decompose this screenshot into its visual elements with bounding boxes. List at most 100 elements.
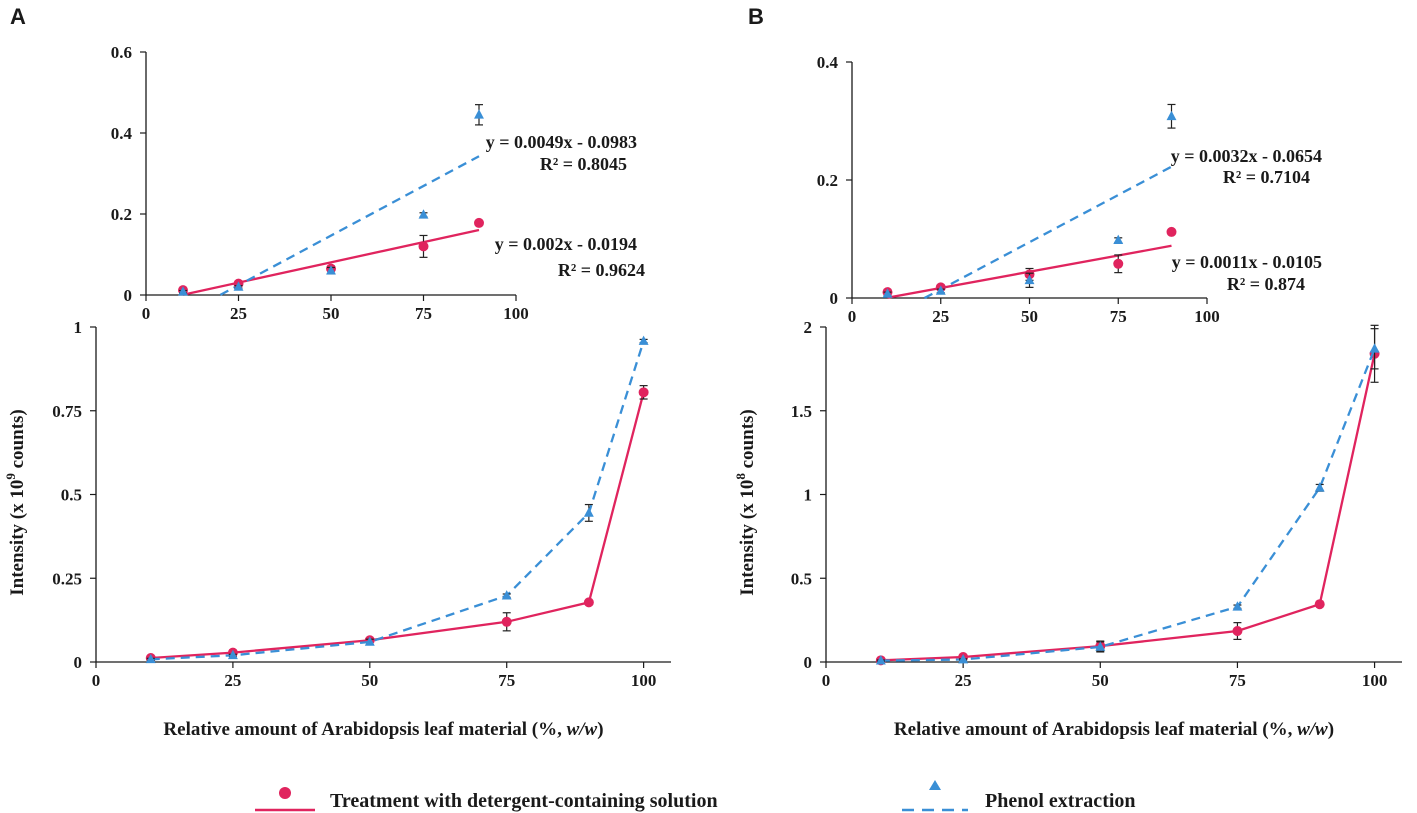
main-detergent-point	[501, 616, 512, 627]
inset-phenol-equation: y = 0.0032x - 0.0654	[1171, 146, 1322, 166]
main-detergent-point	[583, 597, 594, 608]
inset-y-tick-label: 0.2	[817, 171, 838, 190]
inset-phenol-r2: R² = 0.8045	[540, 154, 627, 174]
inset-x-tick-label: 50	[1021, 307, 1038, 326]
inset-phenol-r2: R² = 0.7104	[1223, 167, 1310, 187]
inset-y-tick-label: 0.4	[111, 124, 133, 143]
inset-phenol-point	[935, 285, 946, 295]
inset-detergent-trendline	[182, 228, 480, 296]
x-axis-title: Relative amount of Arabidopsis leaf mate…	[894, 719, 1334, 740]
inset-x-tick-label: 75	[1110, 307, 1127, 326]
inset-x-tick-label: 75	[415, 304, 432, 323]
y-axis-title-text: Intensity (x 10	[7, 480, 28, 596]
inset-x-tick-label: 100	[503, 304, 529, 323]
inset-x-tick-label: 100	[1194, 307, 1220, 326]
inset-phenol-point	[474, 109, 484, 119]
main-detergent-line	[150, 392, 645, 660]
x-axis-title-end: )	[597, 719, 603, 740]
inset-phenol-point	[1113, 234, 1124, 245]
inset-detergent-point	[474, 217, 484, 228]
main-phenol-point	[875, 655, 886, 665]
main-x-tick-label: 25	[224, 671, 241, 690]
x-axis-title-italic: w/w	[1297, 719, 1328, 740]
chart-panel-b: B 0 25 50 75 100 0 0.5 1 1.5 2 Relative amount of A…	[733, 4, 1402, 740]
y-axis-title-exponent: 9	[3, 473, 18, 480]
main-y-tick-label: 0.25	[52, 569, 82, 588]
main-detergent-point	[1232, 626, 1243, 637]
main-detergent-point	[1314, 599, 1325, 610]
x-axis-title-italic: w/w	[567, 719, 598, 740]
inset-detergent-r2: R² = 0.874	[1227, 274, 1305, 294]
inset-detergent-point	[1166, 226, 1177, 237]
panel-letter: B	[748, 4, 764, 29]
main-phenol-point	[145, 653, 156, 664]
inset-detergent-r2: R² = 0.9624	[558, 260, 645, 280]
legend: Treatment with detergent-containing solu…	[255, 780, 1136, 812]
inset-phenol-trendline	[923, 165, 1173, 300]
inset-phenol-point	[1024, 274, 1035, 285]
main-x-tick-label: 75	[1229, 671, 1246, 690]
y-axis-title: Intensity (x 108 counts)	[733, 409, 758, 596]
inset-phenol-trendline	[219, 155, 480, 296]
inset-y-tick-label: 0.2	[111, 205, 132, 224]
main-phenol-point	[501, 590, 512, 600]
inset-phenol-point	[233, 281, 244, 291]
main-phenol-point	[1095, 641, 1106, 651]
x-axis-title-text: Relative amount of Arabidopsis leaf mate…	[894, 719, 1297, 740]
x-axis-title-text: Relative amount of Arabidopsis leaf mate…	[163, 719, 566, 740]
legend-phenol-marker	[929, 780, 941, 790]
legend-detergent-label: Treatment with detergent-containing solu…	[330, 790, 718, 812]
y-axis-title-end: counts)	[737, 409, 758, 473]
inset-phenol-equation: y = 0.0049x - 0.0983	[486, 132, 637, 152]
y-axis-title: Intensity (x 109 counts)	[3, 409, 28, 596]
main-y-tick-label: 1	[74, 318, 83, 337]
main-x-tick-label: 0	[822, 671, 831, 690]
inset-detergent-equation: y = 0.002x - 0.0194	[495, 234, 637, 254]
inset-x-tick-label: 25	[932, 307, 949, 326]
inset-x-tick-label: 50	[323, 304, 340, 323]
main-y-tick-label: 1.5	[791, 402, 812, 421]
main-y-tick-label: 2	[804, 318, 813, 337]
legend-detergent-marker	[279, 787, 291, 799]
inset-phenol-point	[1166, 110, 1177, 121]
inset-y-tick-label: 0	[830, 289, 839, 308]
main-y-tick-label: 1	[804, 486, 813, 505]
inset-x-tick-label: 0	[142, 304, 151, 323]
inset-phenol-point	[418, 209, 429, 219]
inset-x-tick-label: 25	[230, 304, 247, 323]
main-phenol-point	[1314, 482, 1325, 492]
inset-y-tick-label: 0.4	[817, 53, 839, 72]
main-y-tick-label: 0.75	[52, 402, 82, 421]
inset-phenol-point	[326, 265, 336, 275]
main-phenol-point	[583, 507, 594, 517]
main-x-tick-label: 100	[1362, 671, 1388, 690]
main-phenol-point	[227, 649, 238, 660]
main-x-tick-label: 0	[92, 671, 101, 690]
main-x-tick-label: 100	[631, 671, 657, 690]
main-phenol-point	[1369, 343, 1380, 353]
chart-panel-a: A 0 25 50 75 100 0 0.25 0.5 0.75 1 Relative amount …	[3, 4, 671, 740]
main-x-tick-label: 25	[955, 671, 972, 690]
inset-detergent-point	[418, 241, 429, 252]
main-phenol-line	[880, 348, 1376, 662]
y-axis-title-text: Intensity (x 10	[737, 480, 758, 596]
panel-letter: A	[10, 4, 26, 29]
x-axis-title-end: )	[1328, 719, 1334, 740]
main-phenol-line	[150, 340, 645, 661]
main-x-tick-label: 50	[1092, 671, 1109, 690]
y-axis-title-exponent: 8	[733, 473, 748, 480]
inset-x-tick-label: 0	[848, 307, 857, 326]
main-x-tick-label: 50	[361, 671, 378, 690]
legend-phenol-label: Phenol extraction	[985, 790, 1136, 812]
inset-phenol-point	[882, 288, 893, 298]
x-axis-title: Relative amount of Arabidopsis leaf mate…	[163, 719, 603, 740]
inset-chart-a: 0 25 50 75 100 0 0.2 0.4 0.6 y = 0.002x - 0.0194 R…	[111, 43, 645, 323]
inset-detergent-equation: y = 0.0011x - 0.0105	[1172, 252, 1322, 272]
main-phenol-point	[638, 335, 649, 345]
inset-y-tick-label: 0.6	[111, 43, 132, 62]
main-phenol-point	[958, 653, 969, 664]
main-detergent-line	[880, 353, 1376, 662]
main-x-tick-label: 75	[498, 671, 515, 690]
